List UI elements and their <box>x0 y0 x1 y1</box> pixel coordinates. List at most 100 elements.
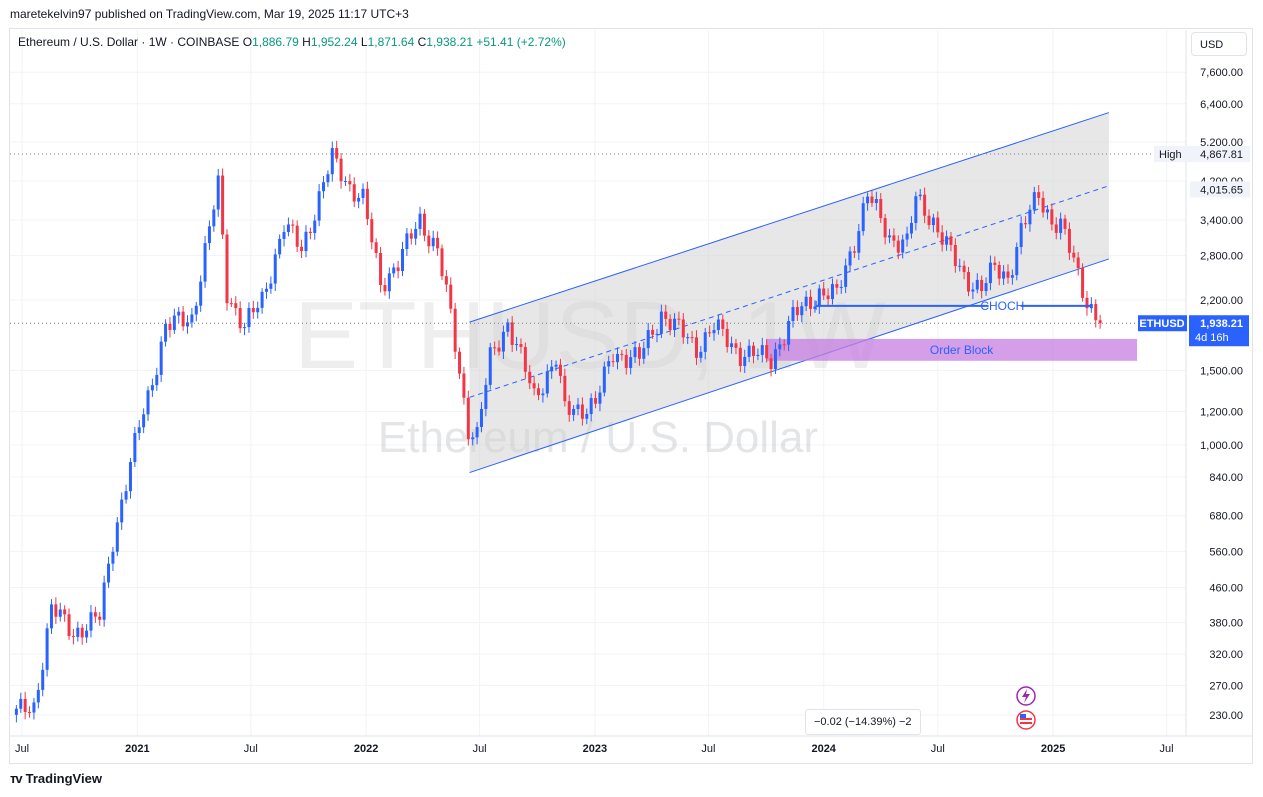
candle-body <box>598 392 602 404</box>
candle-body <box>668 318 672 331</box>
price-axis: 7,600.006,400.005,200.004,200.003,400.00… <box>1200 67 1243 722</box>
price-tick-label: 840.00 <box>1209 472 1243 484</box>
candle-body <box>528 371 532 384</box>
candle-body <box>844 265 848 287</box>
candle-body <box>225 234 229 304</box>
candle-body <box>659 311 663 334</box>
candle-body <box>673 318 677 331</box>
candle-body <box>317 191 321 221</box>
last-price-tag-bg <box>1189 315 1249 347</box>
candle-body <box>940 232 944 245</box>
choch-line: CHOCH <box>815 299 1092 313</box>
candle-body <box>19 698 23 709</box>
candle-body <box>466 397 470 440</box>
candle-body <box>839 286 843 288</box>
candle-body <box>444 276 448 285</box>
flag-stripe <box>1020 722 1032 724</box>
candle-body <box>594 398 598 404</box>
symbol-title[interactable]: Ethereum / U.S. Dollar · 1W · COINBASE <box>18 35 240 49</box>
candle-body <box>703 332 707 352</box>
candle-body <box>883 218 887 238</box>
candle-body <box>80 627 84 638</box>
candle-body <box>1024 223 1028 225</box>
candle-body <box>773 349 777 370</box>
candle-body <box>694 337 698 358</box>
candle-body <box>264 288 268 292</box>
candle-body <box>971 289 975 292</box>
candle-body <box>690 337 694 339</box>
price-tick-label: 560.00 <box>1209 546 1243 558</box>
candle-body <box>488 347 492 385</box>
candle-body <box>374 242 378 253</box>
candle-body <box>778 344 782 350</box>
candle-body <box>813 306 817 309</box>
candle-body <box>730 343 734 348</box>
candle-body <box>343 181 347 183</box>
candle-body <box>308 231 312 234</box>
candle-body <box>545 371 549 394</box>
candle-body <box>835 284 839 288</box>
candle-body <box>699 351 703 358</box>
candle-body <box>361 188 365 198</box>
candle-body <box>234 303 238 309</box>
candle-body <box>1019 223 1023 248</box>
candle-body <box>510 322 514 345</box>
candle-body <box>142 414 146 428</box>
candle-body <box>966 272 970 292</box>
time-tick-label: 2021 <box>125 743 149 755</box>
candle-body <box>330 148 334 175</box>
open-label: O <box>242 35 253 49</box>
candle-body <box>190 314 194 323</box>
price-tags: High 4,867.81 4,015.65 ETHUSD 1,938.21 4d 16h <box>1138 146 1250 347</box>
price-tick-label: 270.00 <box>1209 680 1243 692</box>
tradingview-logo-icon: ᴛᴠ <box>10 771 23 786</box>
candle-body <box>146 390 150 415</box>
candle-body <box>861 203 865 232</box>
tradingview-logo[interactable]: ᴛᴠ TradingView <box>10 771 102 786</box>
candle-body <box>611 361 615 363</box>
candle-body <box>291 224 295 226</box>
candle-body <box>997 264 1001 279</box>
candle-body <box>637 347 641 359</box>
candle-body <box>576 404 580 409</box>
time-tick-label: 2022 <box>354 743 378 755</box>
candle-body <box>282 232 286 239</box>
candle-body <box>765 345 769 359</box>
candle-body <box>427 235 431 247</box>
candle-body <box>651 330 655 335</box>
candle-body <box>164 324 168 342</box>
candle-body <box>159 341 163 375</box>
candle-body <box>826 295 830 300</box>
candle-body <box>23 698 27 712</box>
close-value: 1,938.21 <box>426 35 474 49</box>
candle-body <box>216 175 220 210</box>
candle-body <box>624 354 628 368</box>
candle-body <box>1050 209 1054 225</box>
candle-body <box>422 213 426 236</box>
candle-body <box>769 358 773 370</box>
candle-body <box>111 551 115 564</box>
candle-body <box>396 267 400 272</box>
candle-body <box>945 236 949 245</box>
candle-body <box>852 251 856 253</box>
measure-label: −0.02 (−14.39%) −2 <box>805 709 921 735</box>
candle-body <box>387 273 391 292</box>
candle-body <box>927 215 931 226</box>
currency-button[interactable]: USD <box>1191 32 1247 56</box>
time-tick-label: Jul <box>244 743 258 755</box>
flag-stripe <box>1020 718 1032 720</box>
candle-body <box>1015 247 1019 276</box>
candle-body <box>405 233 409 250</box>
price-tick-label: 1,200.00 <box>1200 406 1243 418</box>
price-tick-label: 5,200.00 <box>1200 137 1243 149</box>
candle-body <box>339 158 343 182</box>
candle-body <box>866 196 870 204</box>
candle-body <box>686 337 690 339</box>
candle-body <box>905 233 909 240</box>
candle-body <box>14 708 18 715</box>
candle-body <box>515 344 519 346</box>
candle-body <box>449 284 453 309</box>
candle-body <box>888 235 892 238</box>
candle-body <box>28 711 32 713</box>
